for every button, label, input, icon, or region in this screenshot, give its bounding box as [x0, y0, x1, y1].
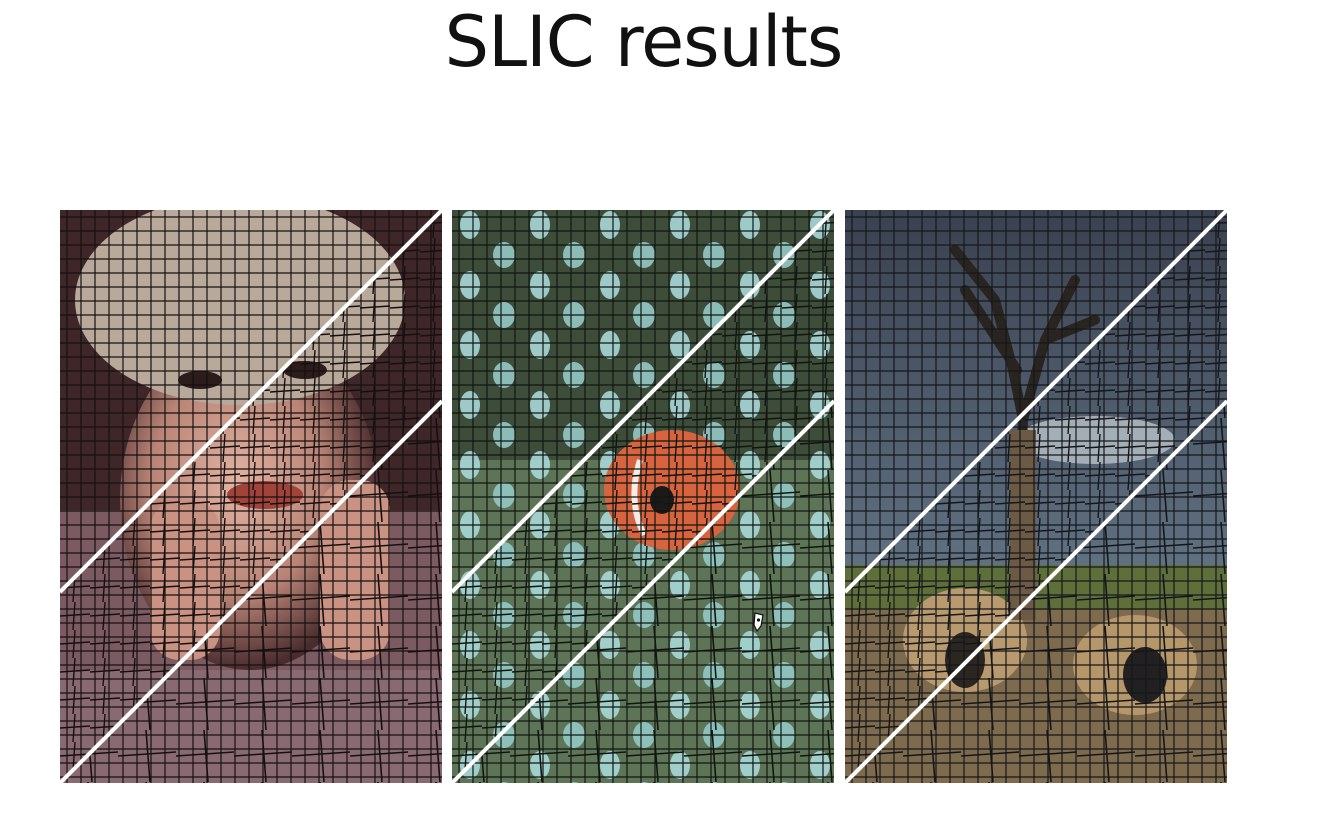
slic-result-image-clownfish [452, 210, 834, 783]
pen-cursor-icon [753, 612, 764, 632]
slic-result-image-portrait [60, 210, 442, 783]
slic-result-image-tree-huts [845, 210, 1227, 783]
slide-title: SLIC results [444, 1, 844, 83]
